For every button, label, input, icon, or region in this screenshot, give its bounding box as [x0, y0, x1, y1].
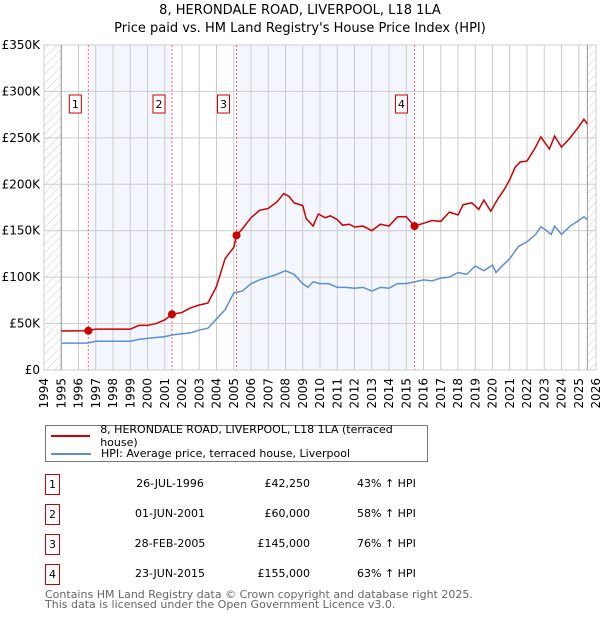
hpi-line [61, 215, 588, 344]
x-tick-label: 2009 [296, 378, 310, 409]
footer-line-2: This data is licensed under the Open Gov… [45, 598, 396, 611]
x-tick-label: 1995 [54, 378, 68, 409]
x-tick-label: 2012 [348, 378, 362, 409]
y-tick-label: £150K [2, 224, 42, 238]
x-tick-label: 2007 [261, 378, 275, 409]
x-tick-label: 2015 [399, 378, 413, 409]
legend-hpi: HPI: Average price, terraced house, Live… [101, 447, 351, 460]
x-tick-label: 2000 [141, 378, 155, 409]
sale-hpi-diff: 43% ↑ HPI [357, 477, 416, 490]
sale-point [232, 231, 241, 240]
x-tick-label: 2017 [434, 378, 448, 409]
sale-label-number: 3 [220, 98, 227, 111]
x-tick-label: 1997 [89, 378, 103, 409]
y-tick-label: £250K [2, 131, 42, 145]
legend-blue-line [51, 452, 91, 455]
sale-number: 1 [45, 474, 60, 495]
y-tick-label: £300K [2, 84, 42, 98]
x-tick-label: 2010 [313, 378, 327, 409]
sale-point [84, 326, 93, 335]
x-tick-label: 2022 [520, 378, 534, 409]
sale-label-box [152, 94, 166, 114]
sale-row: 3 28-FEB-2005 £145,000 76% ↑ HPI [45, 534, 445, 555]
chart-title: 8, HERONDALE ROAD, LIVERPOOL, L18 1LA Pr… [0, 2, 600, 38]
x-tick-label: 2020 [486, 378, 500, 409]
x-tick-label: 2011 [330, 378, 344, 409]
sale-price: £60,000 [264, 507, 311, 520]
x-tick-label: 2018 [451, 378, 465, 409]
sale-point [167, 310, 176, 319]
sale-point [410, 222, 419, 231]
sale-row: 1 26-JUL-1996 £42,250 43% ↑ HPI [45, 474, 445, 495]
sale-label-number: 2 [155, 98, 162, 111]
price-chart: 1994 1995 1996 1997 1998 1999 2000 2001 2002 2003… [2, 38, 600, 409]
title-line: 8, HERONDALE ROAD, LIVERPOOL, L18 1LA [159, 3, 441, 18]
x-tick-label: 2021 [503, 378, 517, 409]
legend: 8, HERONDALE ROAD, LIVERPOOL, L18 1LA (t… [45, 422, 428, 462]
x-tick-label: 2025 [572, 378, 586, 409]
x-tick-label: 1999 [123, 378, 137, 409]
sale-row: 2 01-JUN-2001 £60,000 58% ↑ HPI [45, 504, 445, 525]
property-price-line [61, 118, 588, 332]
footer: Contains HM Land Registry data © Crown c… [45, 588, 473, 611]
sale-label-box [68, 94, 82, 114]
sale-date: 28-FEB-2005 [134, 537, 206, 550]
no-data-hatch-right [587, 45, 596, 370]
x-tick-label: 2001 [158, 378, 172, 409]
y-tick-label: £100K [2, 270, 42, 284]
sale-label-box [395, 94, 409, 114]
x-tick-label: 2005 [227, 378, 241, 409]
x-tick-label: 2019 [468, 378, 482, 409]
sale-label-number: 4 [398, 98, 405, 111]
x-tick-label: 2003 [192, 378, 206, 409]
x-tick-label: 2016 [417, 378, 431, 409]
no-data-hatch-left [44, 45, 62, 370]
sale-price: £155,000 [257, 567, 311, 580]
y-tick-label: £50K [9, 317, 41, 331]
sale-date: 23-JUN-2015 [134, 567, 206, 580]
sale-hpi-diff: 76% ↑ HPI [357, 537, 416, 550]
x-tick-label: 2004 [210, 378, 224, 409]
y-tick-label: £350K [2, 38, 42, 52]
x-tick-label: 2014 [382, 378, 396, 409]
x-tick-label: 2013 [365, 378, 379, 409]
legend-red-line [51, 434, 91, 437]
x-tick-label: 2026 [589, 378, 600, 409]
x-tick-label: 2006 [244, 378, 258, 409]
sale-price: £145,000 [257, 537, 311, 550]
footer-line-1: Contains HM Land Registry data © Crown c… [45, 588, 473, 601]
x-tick-label: 2008 [279, 378, 293, 409]
subtitle-line: Price paid vs. HM Land Registry's House … [114, 21, 486, 36]
sale-price: £42,250 [264, 477, 311, 490]
sale-label-box [217, 94, 231, 114]
sale-number: 2 [45, 504, 60, 525]
x-tick-label: 2002 [175, 378, 189, 409]
sale-label-number: 1 [72, 98, 79, 111]
sale-number: 4 [45, 564, 60, 585]
sale-hpi-diff: 58% ↑ HPI [357, 507, 416, 520]
x-tick-label: 1996 [72, 378, 86, 409]
sale-date: 01-JUN-2001 [134, 507, 206, 520]
x-tick-label: 2024 [555, 378, 569, 409]
sale-hpi-diff: 63% ↑ HPI [357, 567, 416, 580]
x-tick-label: 1998 [106, 378, 120, 409]
sale-date: 26-JUL-1996 [136, 477, 204, 490]
y-tick-label: £0 [25, 363, 40, 377]
x-tick-label: 1994 [37, 378, 51, 409]
y-tick-label: £200K [2, 177, 42, 191]
sale-row: 4 23-JUN-2015 £155,000 63% ↑ HPI [45, 564, 445, 585]
sale-number: 3 [45, 534, 60, 555]
x-tick-label: 2023 [537, 378, 551, 409]
legend-property: 8, HERONDALE ROAD, LIVERPOOL, L18 1LA (t… [100, 422, 393, 449]
sale-period-shade [236, 45, 415, 370]
